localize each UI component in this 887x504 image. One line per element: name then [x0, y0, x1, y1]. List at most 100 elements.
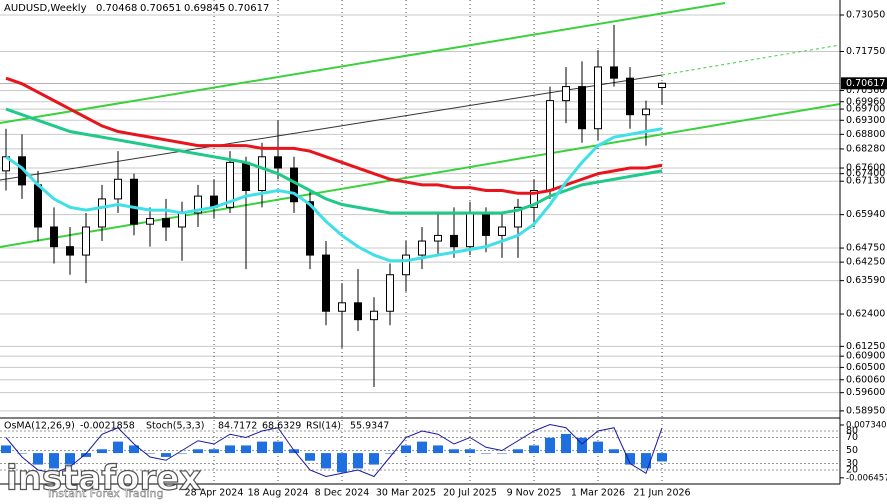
- logo-name: instaforex: [6, 459, 201, 499]
- osma-bar: [273, 441, 283, 454]
- osma-bar: [321, 453, 331, 469]
- y-tick-label: -0.006457: [846, 473, 887, 483]
- candle-body: [274, 156, 282, 169]
- y-tick-label: 0.67130: [846, 176, 885, 187]
- candle-body: [50, 226, 58, 248]
- candle-body: [370, 310, 378, 321]
- osma-bar: [417, 441, 427, 454]
- candle-body: [114, 178, 122, 200]
- osma-bar: [513, 449, 523, 454]
- candle-body: [402, 254, 410, 276]
- y-tick-label: 0.60060: [846, 374, 885, 385]
- candle-body: [530, 189, 538, 208]
- osma-bar: [81, 453, 91, 457]
- x-tick-label: 1 Mar 2026: [571, 488, 625, 499]
- osma-title: OsMA(12,26,9): [4, 421, 75, 432]
- candle-body: [130, 178, 138, 225]
- x-tick-label: 30 Mar 2025: [376, 488, 436, 499]
- stoch-title: Stoch(5,3,3): [146, 421, 204, 432]
- candle-body: [418, 240, 426, 256]
- y-tick-label: 0.63590: [846, 275, 885, 286]
- osma-bar: [401, 445, 411, 454]
- osma-bar: [609, 449, 619, 454]
- osma-bar: [593, 441, 603, 454]
- trend-line: [661, 44, 841, 76]
- stoch-tick-label: 70: [846, 432, 858, 443]
- candle-body: [386, 274, 394, 312]
- osma-bar: [545, 437, 555, 454]
- y-tick-label: 0.61250: [846, 341, 885, 352]
- osma-bar: [449, 449, 459, 454]
- osma-bar: [161, 453, 171, 457]
- y-tick-label: 0.70360: [846, 85, 885, 96]
- y-tick-label: 0.62400: [846, 309, 885, 320]
- candle-body: [178, 212, 186, 228]
- y-tick-label: 0.73050: [846, 9, 885, 20]
- y-tick-label: 0.60500: [846, 362, 885, 373]
- osma-bar: [529, 445, 539, 454]
- candle-body: [434, 234, 442, 242]
- low-value: 0.69845: [184, 3, 225, 14]
- osma-bar: [49, 453, 59, 469]
- y-tick-label: 0.69300: [846, 115, 885, 126]
- open-value: 0.70468: [96, 3, 137, 14]
- symbol-title: AUDUSD,Weekly: [4, 3, 87, 14]
- candle-body: [578, 86, 586, 130]
- x-tick-label: 21 Jun 2026: [633, 488, 690, 499]
- candle-body: [498, 226, 506, 236]
- osma-bar: [561, 433, 571, 454]
- y-tick-label: 0.67400: [846, 168, 885, 179]
- candle-body: [562, 86, 570, 102]
- candle-body: [194, 195, 202, 214]
- candle-body: [338, 302, 346, 312]
- rsi-title: RSI(14): [306, 421, 341, 432]
- moving-average: [5, 107, 663, 215]
- osma-bar: [113, 441, 123, 454]
- candle-body: [34, 184, 42, 228]
- candle-body: [658, 82, 666, 88]
- stoch-tick-label: 80: [846, 426, 858, 437]
- osma-bar: [257, 441, 267, 454]
- stoch-line: [5, 423, 663, 478]
- osma-bar: [225, 445, 235, 454]
- stoch-signal: 68.6329: [262, 421, 301, 432]
- x-tick-label: 20 Jul 2025: [443, 488, 497, 499]
- candle-body: [242, 161, 250, 191]
- osma-bar: [193, 449, 203, 454]
- grid-layer: [0, 0, 840, 484]
- y-tick-label: 0.007340: [846, 420, 887, 430]
- stoch-tick-label: 50: [846, 445, 858, 456]
- candle-body: [322, 254, 330, 312]
- osma-bar: [625, 453, 635, 465]
- osma-bar: [17, 453, 27, 454]
- logo-tagline: Instant Forex Trading: [48, 487, 164, 500]
- osma-bar: [33, 453, 43, 465]
- candle-body: [66, 246, 74, 256]
- last-price-box: [841, 77, 887, 90]
- stoch-tick-label: 20: [846, 465, 858, 476]
- y-tick-label: 0.68800: [846, 129, 885, 140]
- candle-body: [146, 218, 154, 225]
- candle-body: [226, 161, 234, 208]
- x-tick-label: 28 Apr 2024: [185, 488, 244, 499]
- candle-body: [354, 302, 362, 321]
- osma-bar: [129, 445, 139, 454]
- osma-bar: [369, 453, 379, 465]
- candle-body: [450, 234, 458, 248]
- candle-body: [546, 100, 554, 191]
- y-tick-label: 0.64250: [846, 257, 885, 268]
- osma-bar: [177, 453, 187, 454]
- moving-average: [5, 127, 663, 263]
- y-tick-label: 0.65940: [846, 209, 885, 220]
- y-tick-label: 0.64750: [846, 243, 885, 254]
- close-value: 0.70617: [228, 3, 269, 14]
- osma-value: -0.0021858: [80, 421, 135, 432]
- plot-layer: [1, 24, 667, 478]
- osma-bar: [641, 453, 651, 469]
- y-tick-label: 0.68280: [846, 143, 885, 154]
- osma-bar: [241, 445, 251, 454]
- candle-body: [626, 77, 634, 116]
- y-tick-label: 0.60900: [846, 351, 885, 362]
